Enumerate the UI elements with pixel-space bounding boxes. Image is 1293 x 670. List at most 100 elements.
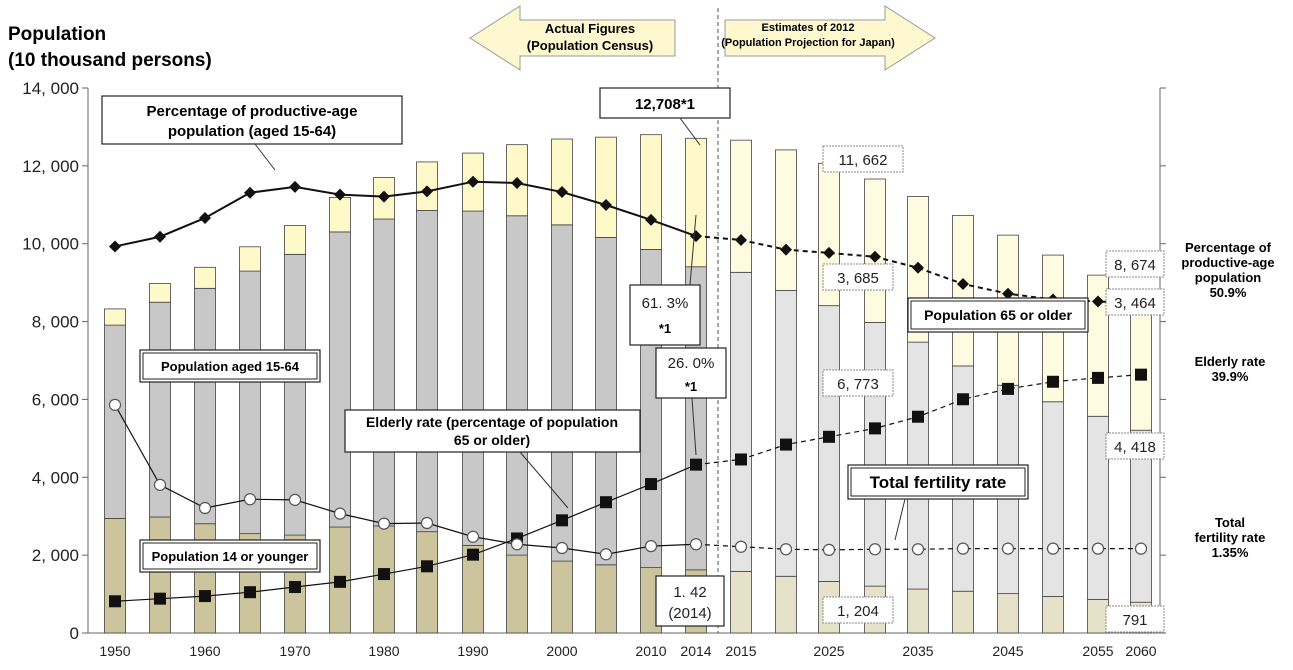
x-tick-label: 1970: [279, 643, 310, 659]
callout-2030-65: 3, 685: [837, 270, 879, 287]
callout-prod-2014-box: [629, 284, 701, 346]
tfr-point: [1046, 542, 1060, 555]
y-axis-title-line2: (10 thousand persons): [8, 50, 212, 71]
arrow-estimate-text-1: Estimates of 2012: [762, 22, 855, 34]
elder-point: [690, 458, 702, 471]
callout-2030-total: 11, 662: [839, 152, 888, 169]
x-tick-label: 2000: [546, 643, 577, 659]
right-note-elderly-rate: Elderly rate 39.9%: [1180, 354, 1280, 384]
prod-point: [600, 199, 612, 212]
y-tick-label: 12, 000: [22, 157, 79, 176]
callout-2030-14: 1, 204: [837, 603, 879, 620]
prod-point: [421, 185, 433, 198]
bar-age-0-14: [775, 575, 797, 634]
leader-elderly: [519, 451, 569, 509]
callout-2030-1564: 6, 773: [837, 376, 879, 393]
leader-elder-2014: [691, 397, 697, 456]
tfr-point: [734, 540, 748, 553]
label-pop1564-box-inner: [142, 352, 318, 380]
y-tick-label: 14, 000: [22, 79, 79, 98]
tfr-point: [288, 493, 302, 506]
tfr-point: [108, 398, 122, 411]
label-productive-line2: population (aged 15-64): [168, 123, 336, 140]
prod-point: [467, 175, 479, 188]
tfr-point: [599, 548, 613, 561]
callout-2030-total-box: [822, 145, 904, 173]
right-note-prod-3: population: [1194, 270, 1262, 285]
x-tick-label: 2045: [992, 643, 1023, 659]
bar-age-65-plus: [149, 283, 171, 303]
x-tick-label: 1950: [99, 643, 130, 659]
prod-point: [556, 186, 568, 199]
bar-age-0-14: [506, 554, 528, 634]
callout-2060-total-box: [1105, 250, 1165, 278]
prod-point: [199, 211, 211, 224]
label-tfr-box: [847, 464, 1029, 500]
bar-age-65-plus: [775, 149, 797, 291]
bar-age-65-plus: [239, 246, 261, 272]
bar-age-0-14: [104, 518, 126, 634]
callout-prod-2014: 61. 3%: [642, 295, 689, 312]
label-pop1564-box: [139, 349, 321, 383]
elder-point: [556, 514, 568, 527]
x-tick-label: 1980: [368, 643, 399, 659]
callout-2060-1564: 4, 418: [1114, 439, 1156, 456]
callout-tfr-2014-year: (2014): [668, 605, 711, 622]
label-pop65-box: [907, 297, 1089, 333]
prod-point: [735, 233, 747, 246]
callout-total-2014-box: [599, 87, 731, 119]
bar-age-15-64: [284, 253, 306, 536]
bar-age-0-14: [1042, 596, 1064, 634]
bar-age-15-64: [551, 224, 573, 562]
arrow-actual-text-1: Actual Figures: [545, 21, 635, 36]
elder-point: [1092, 371, 1104, 384]
bar-age-0-14: [595, 564, 617, 634]
elder-point: [378, 568, 390, 581]
y-tick-label: 8, 000: [32, 313, 79, 332]
bar-age-15-64: [329, 231, 351, 528]
x-tick-label: 2060: [1125, 643, 1156, 659]
elder-point: [1002, 382, 1014, 395]
label-pop14: Population 14 or younger: [152, 549, 309, 564]
tfr-line-actual: [114, 404, 697, 555]
x-tick-label: 2014: [680, 643, 711, 659]
bar-age-65-plus: [329, 196, 351, 233]
right-note-tfr-3: 1.35%: [1211, 545, 1249, 560]
right-note-tfr-1: Total: [1214, 515, 1246, 530]
bar-age-65-plus: [595, 136, 617, 238]
tfr-point: [779, 543, 793, 556]
arrow-actual-figures: [469, 5, 676, 71]
prod-point: [244, 186, 256, 199]
right-note-productive-rate: Percentage of productive-age population …: [1168, 240, 1288, 300]
prod-point: [1092, 295, 1104, 308]
bar-age-15-64: [1042, 401, 1064, 597]
tfr-point: [644, 540, 658, 553]
right-note-tfr-2: fertility rate: [1194, 530, 1266, 545]
leader-productive: [254, 143, 276, 171]
label-tfr: Total fertility rate: [870, 473, 1007, 492]
right-note-prod-1: Percentage of: [1185, 240, 1271, 255]
right-note-elder-2: 39.9%: [1211, 369, 1249, 384]
prod-point: [912, 261, 924, 274]
elder-point: [289, 581, 301, 594]
tfr-point: [243, 493, 257, 506]
label-pop14-box-inner: [142, 542, 318, 570]
label-pop65: Population 65 or older: [924, 307, 1072, 323]
tfr-point: [868, 543, 882, 556]
callout-2060-14: 791: [1122, 612, 1147, 629]
right-note-fertility-rate: Total fertility rate 1.35%: [1180, 515, 1280, 560]
callout-tfr-2014: 1. 42: [673, 584, 706, 601]
callout-2060-1564-box: [1105, 432, 1165, 460]
elder-point: [154, 592, 166, 605]
bar-age-15-64: [1087, 415, 1109, 600]
bar-age-15-64: [416, 210, 438, 533]
bar-age-15-64: [595, 237, 617, 566]
tfr-line-estimate: [695, 543, 1141, 551]
y-tick-label: 2, 000: [32, 546, 79, 565]
callout-2030-14-box: [822, 596, 894, 624]
bar-age-0-14: [907, 588, 929, 634]
label-pop1564: Population aged 15-64: [161, 359, 300, 374]
prod-point: [645, 213, 657, 226]
tfr-point: [377, 517, 391, 530]
bar-age-0-14: [1087, 599, 1109, 634]
